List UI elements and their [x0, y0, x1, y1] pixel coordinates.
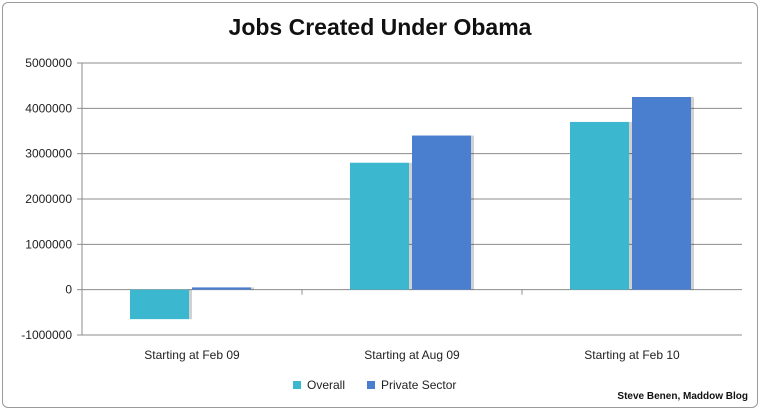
x-tick-label: Starting at Feb 09 [144, 348, 240, 362]
y-tick-label: 2000000 [25, 192, 72, 206]
credit-text: Steve Benen, Maddow Blog [617, 391, 748, 402]
bar-side-shade [471, 135, 474, 290]
y-tick-label: 0 [65, 283, 72, 297]
bar-private-sector [412, 135, 471, 290]
y-tick-label: 4000000 [25, 101, 72, 115]
y-tick-label: 1000000 [25, 237, 72, 251]
y-tick-label: 5000000 [25, 56, 72, 70]
chart-title: Jobs Created Under Obama [228, 14, 532, 40]
bar-side-shade [189, 289, 192, 320]
legend-label-private-sector: Private Sector [381, 378, 457, 392]
bar-side-shade [409, 162, 412, 290]
bar-overall [570, 121, 629, 290]
legend: Overall Private Sector [293, 378, 456, 392]
bar-side-shade [691, 97, 694, 290]
legend-swatch-overall [293, 381, 301, 389]
legend-swatch-private-sector [367, 381, 376, 389]
bar-private-sector [192, 287, 251, 290]
bar-side-shade [251, 287, 254, 290]
legend-label-overall: Overall [307, 378, 346, 392]
x-tick-label: Starting at Aug 09 [364, 348, 460, 362]
y-tick-label: 3000000 [25, 147, 72, 161]
y-tick-label: -1000000 [21, 328, 72, 342]
bar-side-shade [629, 121, 632, 290]
bar-overall [350, 162, 409, 290]
x-tick-label: Starting at Feb 10 [584, 348, 680, 362]
bar-overall [130, 289, 189, 320]
bar-private-sector [632, 97, 691, 290]
